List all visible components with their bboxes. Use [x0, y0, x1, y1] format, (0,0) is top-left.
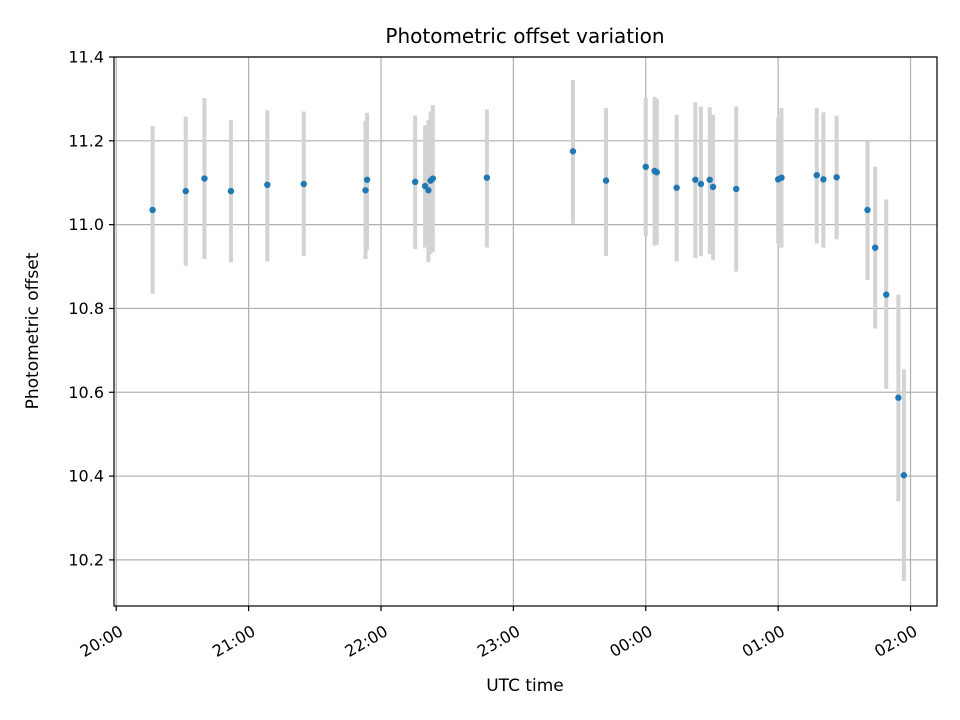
data-point [201, 175, 208, 182]
data-point [673, 184, 680, 191]
data-point [833, 174, 840, 181]
data-point [362, 187, 369, 194]
data-point [692, 176, 699, 183]
chart-title: Photometric offset variation [385, 24, 664, 48]
data-point [149, 206, 156, 214]
data-point [363, 176, 371, 183]
data-point [411, 178, 419, 186]
data-point [864, 206, 871, 214]
data-point [895, 394, 902, 401]
y-tick-label: 10.8 [68, 299, 104, 318]
data-points [149, 148, 908, 479]
data-point [569, 148, 577, 155]
data-point [429, 175, 437, 182]
plot-frame [113, 56, 938, 607]
data-point [820, 176, 827, 183]
y-axis: 10.2 10.4 10.6 10.8 11.0 11.2 11.4 [68, 48, 114, 569]
y-tick-label: 10.2 [68, 550, 104, 569]
data-point [425, 187, 432, 194]
data-point [706, 176, 713, 183]
data-point [813, 171, 820, 179]
y-tick-label: 11.4 [68, 48, 104, 67]
data-point [182, 187, 189, 195]
data-point [733, 185, 740, 193]
data-point [300, 180, 307, 188]
data-point [264, 181, 271, 189]
data-point [900, 472, 908, 479]
data-point [642, 163, 649, 170]
data-point [778, 174, 785, 181]
data-point [883, 291, 890, 298]
data-point [872, 244, 879, 251]
y-axis-label: Photometric offset [23, 252, 43, 409]
y-tick-label: 11.0 [68, 215, 104, 234]
data-point [483, 174, 491, 181]
y-tick-label: 10.6 [68, 383, 104, 402]
data-point [653, 169, 660, 176]
x-axis-label: UTC time [486, 676, 564, 696]
data-point [227, 187, 235, 195]
data-point [709, 183, 717, 191]
y-tick-label: 11.2 [68, 131, 104, 150]
data-point [602, 177, 610, 184]
y-tick-label: 10.4 [68, 467, 104, 486]
data-point [697, 180, 705, 188]
